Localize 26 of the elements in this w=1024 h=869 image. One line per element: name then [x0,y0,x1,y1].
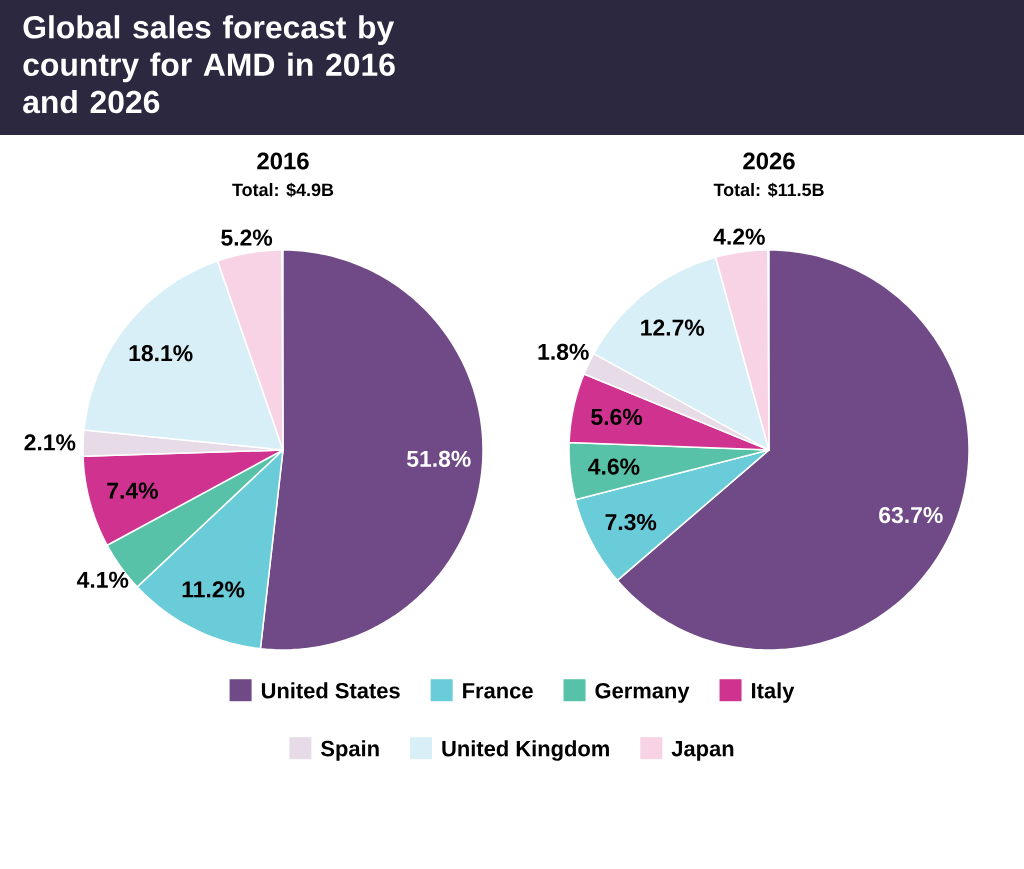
data-label: 1.8% [538,343,589,360]
data-label: 4.6% [588,458,640,475]
legend-label: Italy [752,682,795,703]
data-label: 4.1% [76,571,129,588]
data-label: 63.7% [879,506,943,524]
slice-label: 2026 [743,152,795,170]
data-label: 18.1% [129,345,193,362]
text: Total: $4.9B [232,182,334,198]
data-label: 4.2% [713,228,765,245]
legend-label: United Kingdom [442,740,609,761]
data-label: 51.8% [406,450,471,467]
legend-label: United States [261,682,400,699]
text: Total: $11.5B [713,182,824,198]
data-label: 5.2% [221,229,273,246]
data-label: 7.4% [107,482,158,499]
legend-label: Germany [595,682,690,703]
legend-label: France [463,683,533,699]
data-label: 7.3% [605,513,657,531]
data-label: 2.1% [24,434,76,451]
data-label: 11.2% [182,581,245,598]
data-label: 5.6% [591,408,643,426]
legend-label: Spain [321,740,379,761]
legend-label: Japan [671,741,734,761]
data-label: 12.7% [641,319,705,336]
slice-label: 2016 [257,152,309,170]
chart-title: Global sales forecast by country for AMD in 2016 and 2026 [23,15,395,114]
